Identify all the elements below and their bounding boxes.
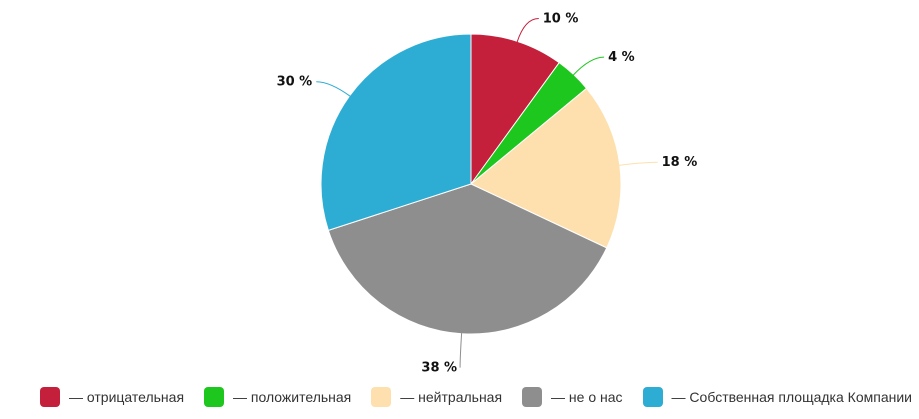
legend-label-positive: — положительная [233,389,352,405]
legend-swatch-not-about-us [522,387,543,407]
data-label-own-platform: 30 % [277,75,313,90]
legend-item-positive[interactable]: — положительная [204,387,351,407]
pie-chart-svg: 10 % 4 % 18 % 38 % 30 % [277,12,698,376]
data-label-neutral: 18 % [662,155,698,170]
legend-item-not-about-us[interactable]: — не о нас [522,387,623,407]
legend-swatch-negative [40,387,60,407]
legend-swatch-neutral [371,387,392,407]
connector-positive [572,56,605,76]
legend-item-neutral[interactable]: — нейтральная [371,387,502,407]
data-label-not-about-us: 38 % [421,361,457,376]
connectors-layer [316,18,658,368]
legend-swatch-own-platform [642,387,663,407]
connector-not-about-us [459,332,463,368]
legend: — отрицательная — положительная — нейтра… [40,386,912,408]
labels-layer: 10 % 4 % 18 % 38 % 30 % [277,12,698,376]
slices-layer [320,33,622,335]
legend-label-neutral: — нейтральная [400,389,503,405]
data-label-positive: 4 % [608,50,635,65]
legend-swatch-positive [204,387,225,407]
connector-neutral [618,161,658,166]
legend-item-own-platform[interactable]: — Собственная площадка Компании [642,387,912,407]
connector-negative [516,18,539,43]
legend-label-own-platform: — Собственная площадка Компании [671,389,912,405]
legend-label-negative: — отрицательная [69,389,185,405]
connector-own-platform [316,81,351,97]
data-label-negative: 10 % [543,12,579,27]
legend-label-not-about-us: — не о нас [551,389,623,405]
legend-item-negative[interactable]: — отрицательная [40,387,184,407]
